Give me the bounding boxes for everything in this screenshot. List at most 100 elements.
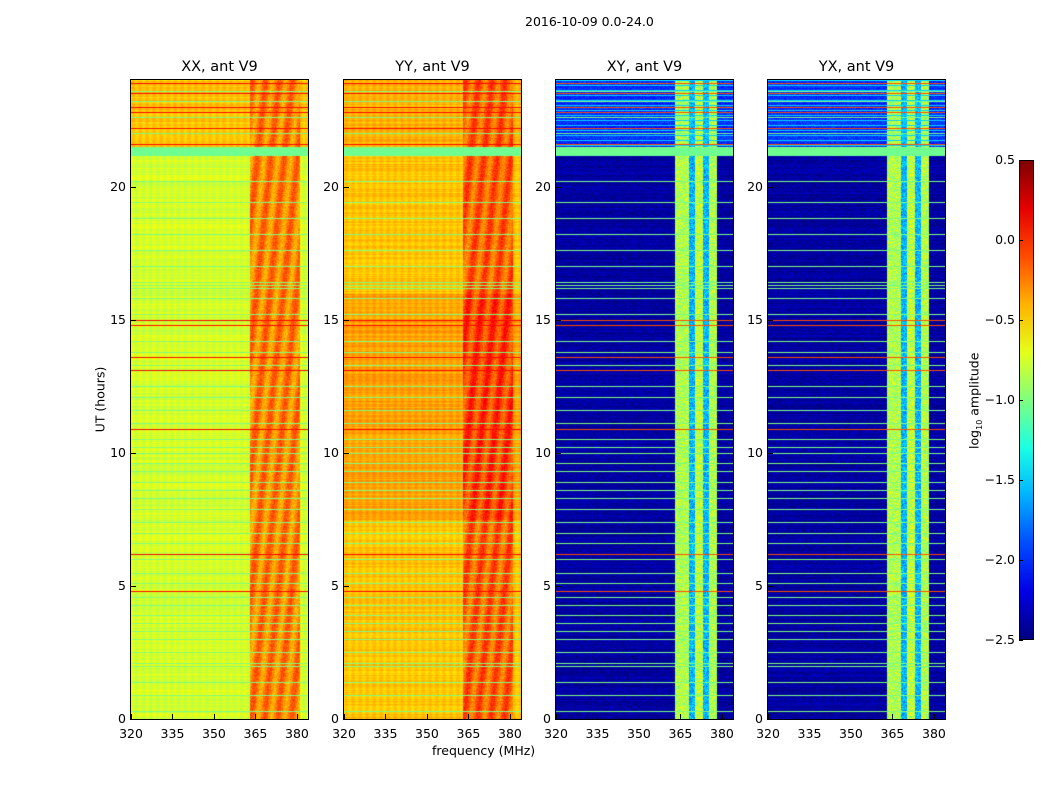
colorbar-tick-label: −1.0 bbox=[984, 392, 1015, 407]
heatmap-cells bbox=[131, 80, 308, 719]
axes-frame bbox=[130, 79, 309, 720]
colorbar-tick bbox=[1019, 560, 1023, 561]
axes-frame bbox=[555, 79, 734, 720]
x-tick bbox=[933, 714, 935, 719]
y-tick-label: 0 bbox=[118, 711, 126, 726]
panel-title: XY, ant V9 bbox=[606, 59, 683, 75]
y-tick-label: 20 bbox=[110, 178, 126, 194]
y-tick-label: 15 bbox=[110, 311, 126, 327]
y-tick bbox=[344, 452, 349, 454]
x-tick-label: 380 bbox=[498, 726, 522, 741]
colorbar-label: log10 amplitude bbox=[966, 346, 984, 456]
x-tick-label: 365 bbox=[880, 726, 905, 741]
y-tick-label: 0 bbox=[331, 711, 339, 726]
x-tick-label: 350 bbox=[202, 726, 226, 741]
y-tick-label: 15 bbox=[747, 311, 763, 327]
y-tick-label: 15 bbox=[535, 311, 551, 327]
x-tick bbox=[597, 714, 599, 719]
x-tick bbox=[892, 714, 894, 719]
colorbar-tick-label: −0.5 bbox=[984, 312, 1015, 327]
x-tick-label: 320 bbox=[756, 726, 780, 741]
x-tick-label: 380 bbox=[710, 726, 734, 741]
y-tick-label: 0 bbox=[755, 711, 763, 726]
y-tick-label: 20 bbox=[323, 178, 339, 194]
x-tick-label: 320 bbox=[332, 726, 356, 741]
colorbar-tick-label: 0.0 bbox=[995, 232, 1015, 247]
y-tick bbox=[344, 719, 349, 720]
x-tick bbox=[809, 714, 811, 719]
x-tick-label: 350 bbox=[627, 726, 651, 741]
y-tick-label: 0 bbox=[543, 711, 551, 726]
colorbar-tick-label: 0.5 bbox=[995, 152, 1015, 167]
x-tick bbox=[172, 714, 174, 719]
x-tick bbox=[468, 714, 470, 719]
y-tick-label: 10 bbox=[323, 444, 339, 460]
x-tick-label: 380 bbox=[285, 726, 309, 741]
x-tick-label: 335 bbox=[373, 726, 398, 741]
y-tick-label: 5 bbox=[331, 577, 339, 593]
x-tick bbox=[131, 714, 132, 719]
y-tick bbox=[131, 186, 136, 188]
y-tick bbox=[556, 186, 561, 188]
x-tick bbox=[638, 714, 640, 719]
heatmap-cells bbox=[556, 80, 733, 719]
colorbar-tick bbox=[1019, 480, 1023, 481]
y-tick bbox=[344, 186, 349, 188]
y-tick bbox=[344, 585, 349, 587]
colorbar-label-rest: amplitude bbox=[966, 352, 982, 420]
x-tick bbox=[385, 714, 387, 719]
colorbar-tick-label: −2.5 bbox=[984, 632, 1015, 647]
heatmap-panel: 320 335 350 365 380 0 5 10 15 20 bbox=[323, 79, 522, 741]
y-tick-label: 20 bbox=[747, 178, 763, 194]
y-tick bbox=[131, 719, 136, 720]
colorbar-label-sub: 10 bbox=[974, 419, 984, 430]
panel-title: YY, ant V9 bbox=[395, 59, 470, 75]
axes-frame bbox=[343, 79, 522, 720]
y-tick bbox=[768, 319, 773, 321]
x-axis-label: frequency (MHz) bbox=[432, 743, 536, 758]
y-tick bbox=[556, 319, 561, 321]
colorbar-tick-label: −2.0 bbox=[984, 552, 1015, 567]
heatmap-panel: 320 335 350 365 380 0 5 10 15 20 bbox=[747, 79, 946, 741]
x-tick bbox=[768, 714, 769, 719]
heatmap-cells bbox=[344, 80, 521, 719]
x-tick-label: 320 bbox=[544, 726, 568, 741]
x-tick bbox=[296, 714, 298, 719]
x-tick-label: 365 bbox=[456, 726, 481, 741]
colorbar-tick bbox=[1019, 400, 1023, 401]
heatmap-panel: 320 335 350 365 380 0 5 10 15 20 bbox=[110, 79, 309, 741]
x-tick-label: 335 bbox=[585, 726, 610, 741]
x-tick bbox=[721, 714, 723, 719]
y-tick-label: 15 bbox=[323, 311, 339, 327]
y-tick-label: 10 bbox=[747, 444, 763, 460]
y-tick bbox=[131, 452, 136, 454]
y-tick bbox=[344, 319, 349, 321]
heatmap-panel: 320 335 350 365 380 0 5 10 15 20 bbox=[535, 79, 734, 741]
y-tick bbox=[556, 452, 561, 454]
y-tick-label: 5 bbox=[118, 577, 126, 593]
x-tick bbox=[344, 714, 345, 719]
y-tick-label: 20 bbox=[535, 178, 551, 194]
y-tick-label: 10 bbox=[535, 444, 551, 460]
y-tick-label: 10 bbox=[110, 444, 126, 460]
y-tick bbox=[556, 585, 561, 587]
colorbar-tick bbox=[1019, 160, 1023, 161]
colorbar-tick-label: −1.5 bbox=[984, 472, 1015, 487]
x-tick bbox=[509, 714, 511, 719]
heatmap-cells bbox=[768, 80, 945, 719]
y-tick bbox=[131, 319, 136, 321]
y-tick bbox=[556, 719, 561, 720]
x-tick bbox=[213, 714, 215, 719]
x-tick-label: 335 bbox=[797, 726, 822, 741]
x-tick-label: 350 bbox=[839, 726, 863, 741]
x-tick-label: 380 bbox=[922, 726, 946, 741]
x-tick-label: 350 bbox=[415, 726, 439, 741]
colorbar-tick bbox=[1019, 240, 1023, 241]
x-tick-label: 335 bbox=[160, 726, 185, 741]
x-tick bbox=[680, 714, 682, 719]
y-tick bbox=[131, 585, 136, 587]
y-tick-label: 5 bbox=[755, 577, 763, 593]
colorbar-tick bbox=[1019, 640, 1023, 641]
x-tick bbox=[556, 714, 557, 719]
